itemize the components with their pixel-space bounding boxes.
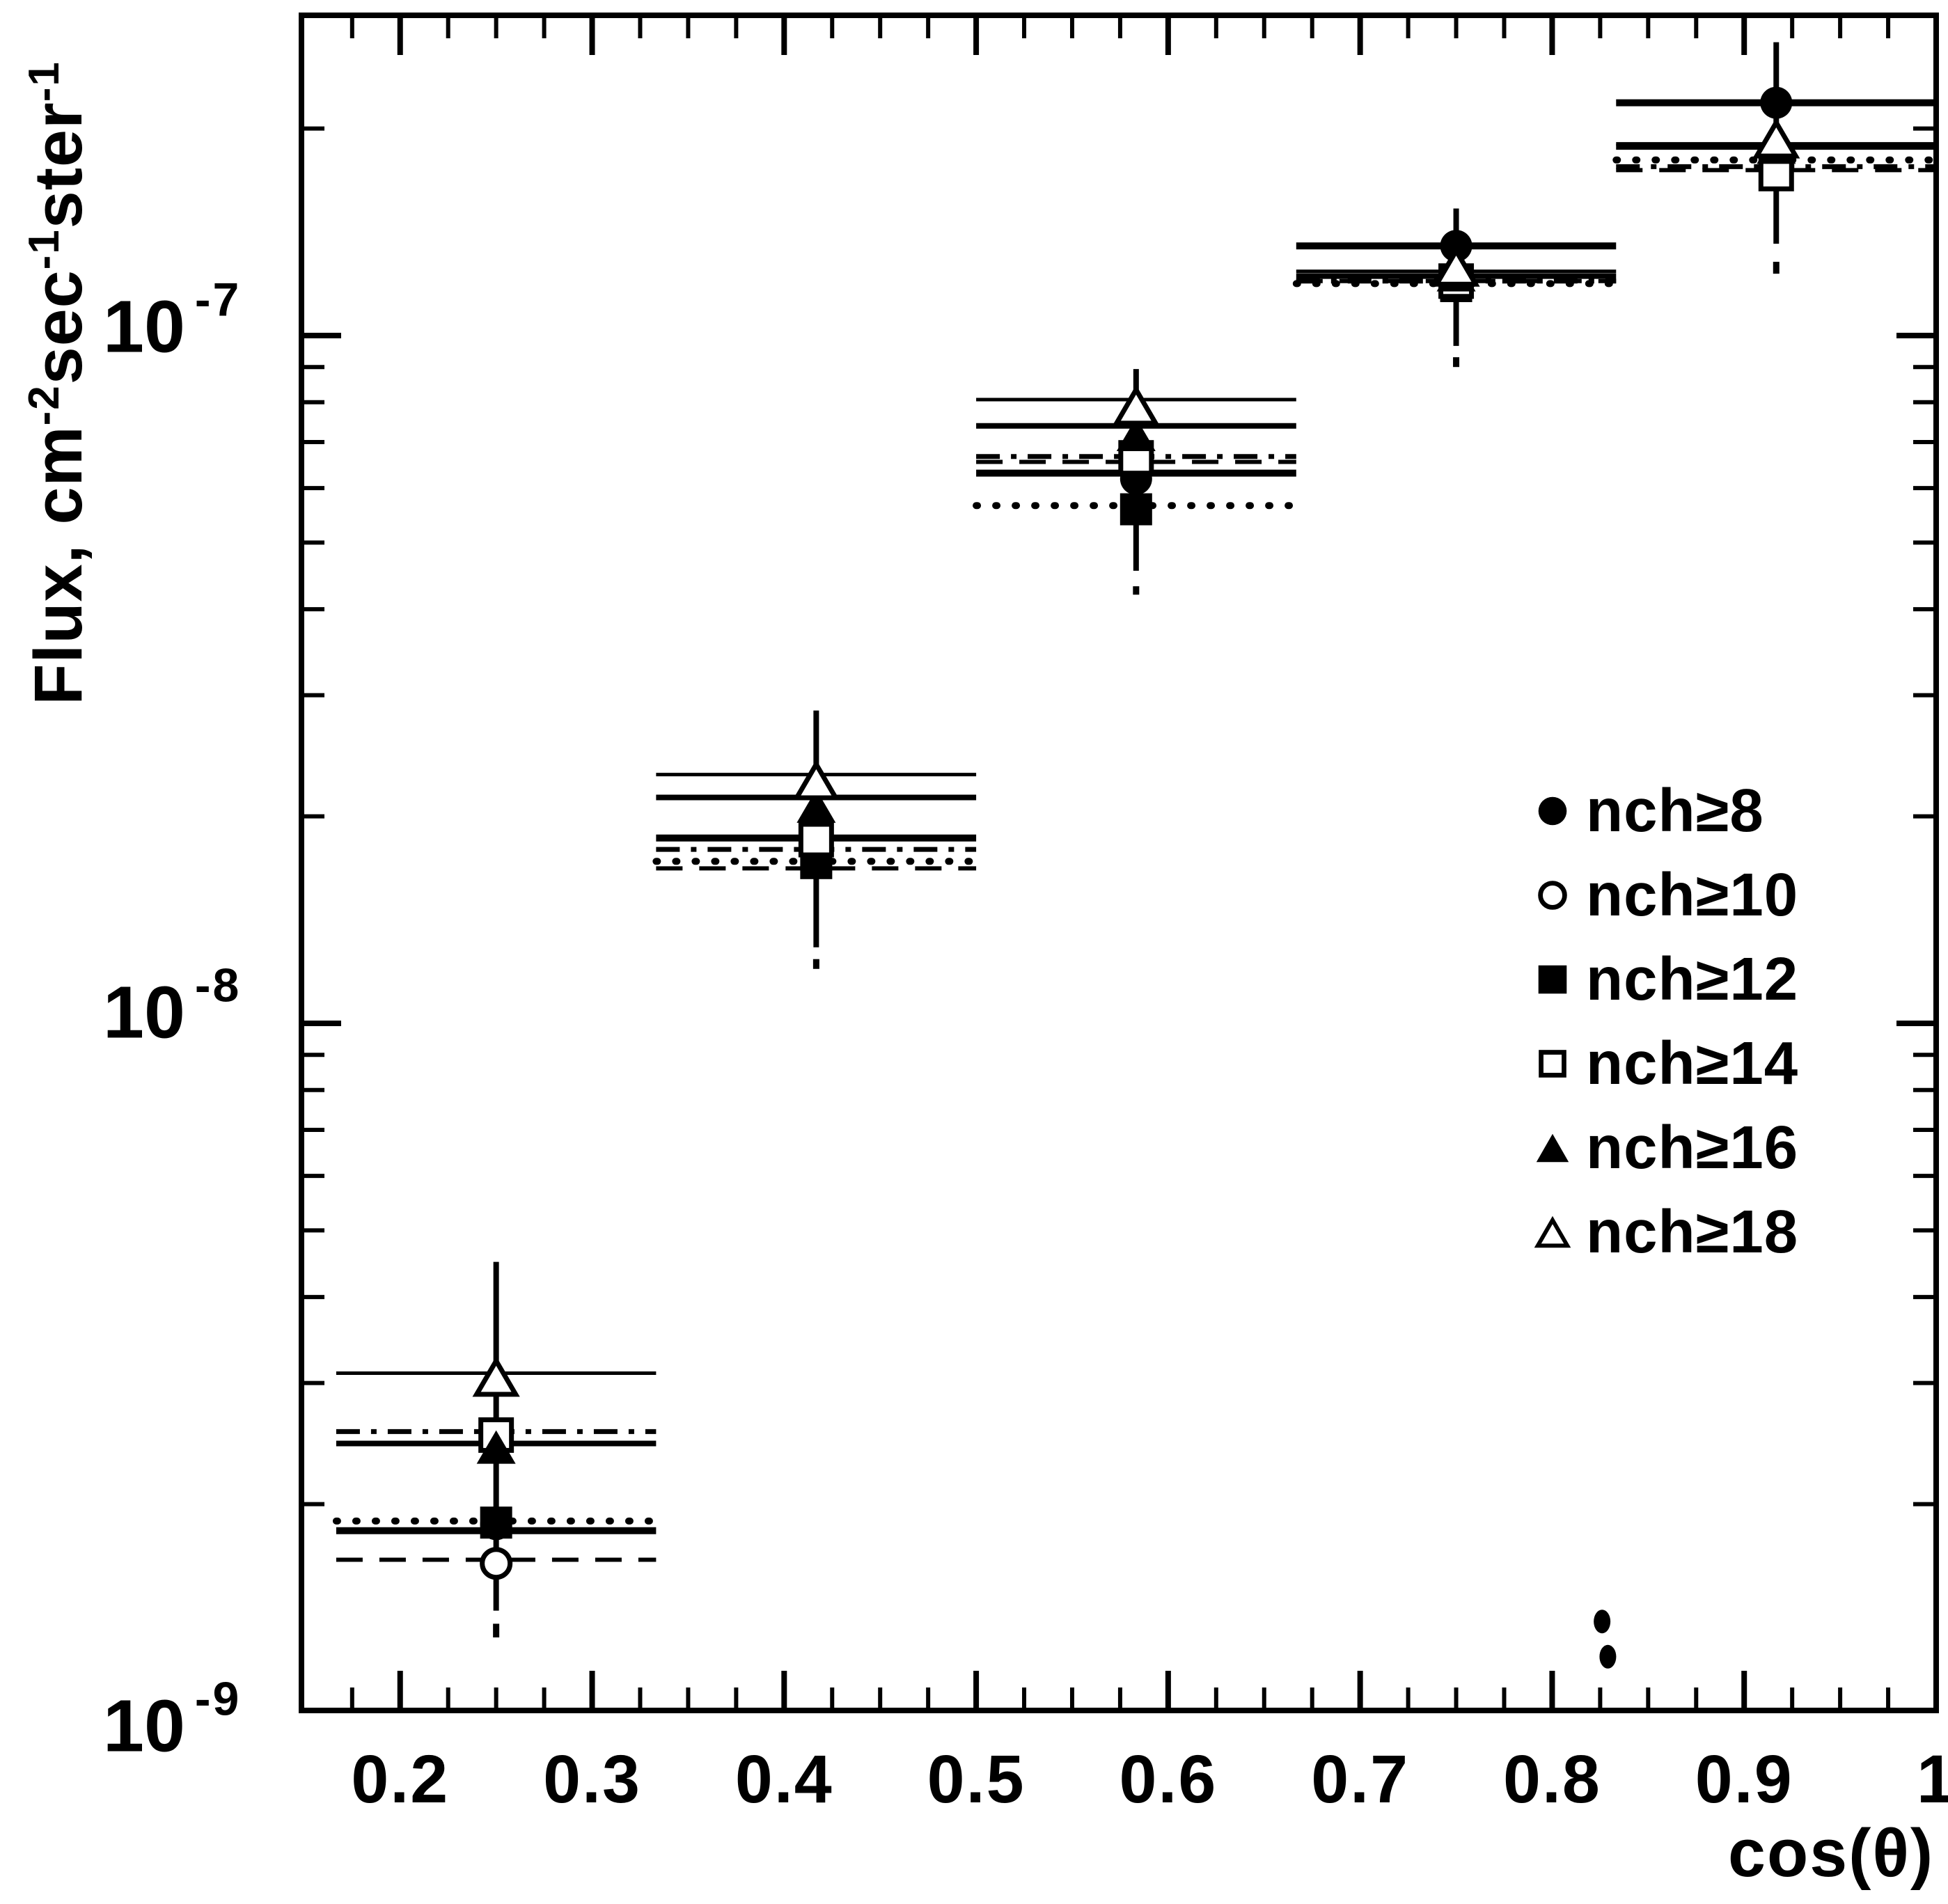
open-square-icon [1519,1044,1586,1084]
legend-item-nch12: nch≥12 [1519,937,1798,1021]
y-tick-base: 10 [103,971,185,1054]
y-tick-exponent: -9 [194,1672,242,1726]
filled-circle-icon [1519,791,1586,831]
y-tick-label-1e-9: 10 -9 [103,1673,241,1769]
open-circle-icon [1519,875,1586,915]
y-title-text: ster [20,102,97,229]
y-tick-label-1e-7: 10 -7 [103,274,241,370]
y-title-superscript: -1 [19,228,68,270]
x-tick-label-0.8: 0.8 [1503,1741,1601,1817]
legend-label: nch≥10 [1586,860,1799,929]
legend-label: nch≥14 [1586,1029,1799,1097]
x-tick-label-0.7: 0.7 [1311,1741,1410,1817]
legend-item-nch16: nch≥16 [1519,1106,1798,1190]
x-tick-label-0.5: 0.5 [927,1741,1026,1817]
legend-label: nch≥12 [1586,945,1799,1013]
y-axis-title: Flux, cm-2sec-1ster-1 [19,61,97,705]
filled-square-icon [1519,959,1586,1000]
x-tick-label-0.9: 0.9 [1695,1741,1793,1817]
legend-item-nch8: nch≥8 [1519,769,1798,853]
y-tick-label-1e-8: 10 -8 [103,959,241,1055]
x-tick-label-0.4: 0.4 [735,1741,833,1817]
x-axis-title: cos(θ) [1728,1815,1935,1891]
y-title-superscript: -1 [19,61,68,102]
legend: nch≥8 nch≥10 nch≥12 nch≥14 nch≥16 [1519,769,1798,1274]
legend-item-nch10: nch≥10 [1519,853,1798,937]
legend-item-nch14: nch≥14 [1519,1021,1798,1106]
x-tick-label-1: 1 [1917,1741,1948,1817]
y-tick-exponent: -7 [194,273,242,326]
x-tick-label-0.3: 0.3 [543,1741,641,1817]
legend-label: nch≥16 [1586,1113,1799,1181]
legend-item-nch18: nch≥18 [1519,1190,1798,1274]
y-tick-base: 10 [103,1685,185,1768]
legend-label: nch≥8 [1586,776,1764,844]
y-tick-exponent: -8 [194,959,242,1012]
x-tick-label-0.2: 0.2 [351,1741,450,1817]
filled-triangle-icon [1519,1128,1586,1168]
legend-label: nch≥18 [1586,1197,1799,1266]
y-tick-base: 10 [103,285,185,368]
y-title-text: Flux, cm [20,425,97,705]
x-tick-label-0.6: 0.6 [1119,1741,1218,1817]
y-title-superscript: -2 [19,384,68,426]
open-triangle-icon [1519,1212,1586,1252]
y-title-text: sec [20,269,97,385]
